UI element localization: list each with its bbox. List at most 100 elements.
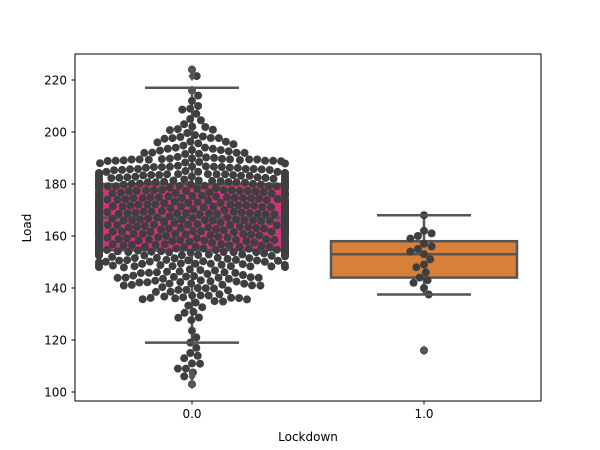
swarm-point-1 — [420, 284, 428, 292]
swarm-point-0 — [113, 195, 122, 204]
swarm-point-0 — [193, 284, 202, 292]
swarm-point-0 — [193, 220, 202, 229]
swarm-point-0 — [216, 146, 225, 155]
swarm-point-0 — [157, 163, 166, 172]
swarm-point-0 — [153, 213, 162, 222]
swarm-point-0 — [245, 155, 254, 164]
swarm-point-0 — [192, 333, 201, 342]
swarm-point-0 — [229, 140, 238, 149]
swarm-point-0 — [215, 290, 224, 299]
swarm-point-0 — [119, 281, 128, 290]
swarm-point-0 — [188, 96, 196, 105]
swarm-point-0 — [129, 230, 138, 239]
swarm-point-0 — [222, 193, 231, 202]
swarm-point-0 — [111, 182, 120, 191]
swarm-point-0 — [181, 364, 190, 373]
swarm-point-0 — [130, 254, 139, 262]
swarm-point-0 — [212, 225, 220, 234]
swarm-point-0 — [235, 186, 244, 195]
swarm-point-0 — [195, 158, 204, 166]
swarm-point-0 — [198, 303, 207, 312]
swarm-point-0 — [177, 202, 186, 211]
swarm-point-0 — [250, 238, 259, 247]
swarm-point-0 — [198, 132, 207, 141]
swarm-point-0 — [160, 199, 169, 208]
swarm-point-0 — [177, 251, 186, 260]
swarm-point-0 — [223, 213, 232, 222]
swarm-point-0 — [154, 233, 163, 242]
swarm-point-0 — [206, 231, 215, 240]
swarm-point-0 — [157, 225, 165, 234]
y-tick-label: 200 — [44, 125, 67, 139]
swarm-point-0 — [200, 236, 209, 245]
swarm-point-0 — [238, 260, 247, 269]
swarm-point-1 — [420, 226, 428, 235]
swarm-point-0 — [159, 274, 167, 283]
swarm-point-0 — [194, 91, 203, 100]
swarm-point-0 — [216, 218, 225, 227]
swarm-point-0 — [178, 194, 186, 202]
swarm-point-0 — [281, 252, 289, 261]
swarm-point-0 — [188, 192, 197, 200]
y-tick-label: 140 — [44, 281, 67, 295]
swarm-point-0 — [247, 230, 256, 239]
swarm-point-0 — [217, 163, 226, 171]
swarm-point-0 — [144, 235, 153, 244]
swarm-point-0 — [171, 229, 180, 238]
swarm-point-0 — [261, 173, 270, 182]
swarm-points-layer — [95, 65, 436, 389]
swarm-point-0 — [252, 248, 261, 257]
outlier-marker — [188, 64, 196, 75]
swarm-point-0 — [272, 221, 281, 230]
swarm-point-0 — [184, 301, 193, 310]
swarm-point-0 — [213, 209, 221, 218]
swarm-point-0 — [180, 308, 189, 317]
swarm-point-0 — [202, 153, 211, 162]
swarm-point-0 — [157, 247, 166, 256]
swarm-point-0 — [211, 266, 219, 275]
swarm-point-0 — [253, 173, 262, 182]
swarm-point-0 — [160, 240, 169, 249]
swarm-point-0 — [182, 209, 191, 217]
swarm-point-0 — [224, 178, 233, 186]
swarm-point-0 — [217, 240, 226, 249]
swarm-point-0 — [240, 148, 249, 157]
swarm-point-0 — [201, 123, 210, 131]
swarm-point-0 — [160, 218, 169, 226]
outlier-marker — [188, 368, 196, 379]
swarm-point-0 — [272, 182, 281, 191]
swarm-point-0 — [208, 176, 217, 185]
swarm-point-0 — [192, 109, 201, 118]
swarm-point-0 — [218, 154, 226, 163]
swarm-point-0 — [226, 221, 235, 229]
swarm-point-0 — [196, 276, 205, 285]
swarm-point-0 — [192, 234, 201, 243]
swarm-point-0 — [176, 133, 185, 141]
swarm-point-0 — [113, 221, 122, 230]
swarm-point-0 — [127, 240, 136, 249]
y-axis-label: Load — [20, 214, 34, 243]
swarm-point-0 — [151, 240, 160, 249]
swarm-point-0 — [170, 218, 179, 227]
swarm-point-0 — [181, 150, 190, 158]
swarm-point-0 — [150, 186, 158, 195]
swarm-point-0 — [270, 210, 279, 219]
swarm-point-0 — [160, 177, 169, 186]
swarm-point-0 — [214, 232, 223, 241]
swarm-point-0 — [223, 233, 232, 242]
swarm-point-0 — [197, 227, 206, 236]
swarm-point-0 — [267, 251, 276, 260]
swarm-point-0 — [168, 237, 177, 246]
swarm-point-0 — [187, 172, 196, 181]
swarm-point-0 — [107, 174, 116, 183]
swarm-point-0 — [166, 287, 175, 296]
swarm-point-0 — [210, 284, 218, 293]
swarm-point-0 — [226, 200, 235, 209]
swarm-point-0 — [235, 156, 244, 165]
swarm-point-0 — [186, 180, 195, 189]
swarm-point-0 — [196, 291, 205, 300]
swarm-point-0 — [260, 249, 269, 258]
swarm-point-0 — [189, 205, 198, 214]
swarm-point-0 — [116, 188, 125, 197]
